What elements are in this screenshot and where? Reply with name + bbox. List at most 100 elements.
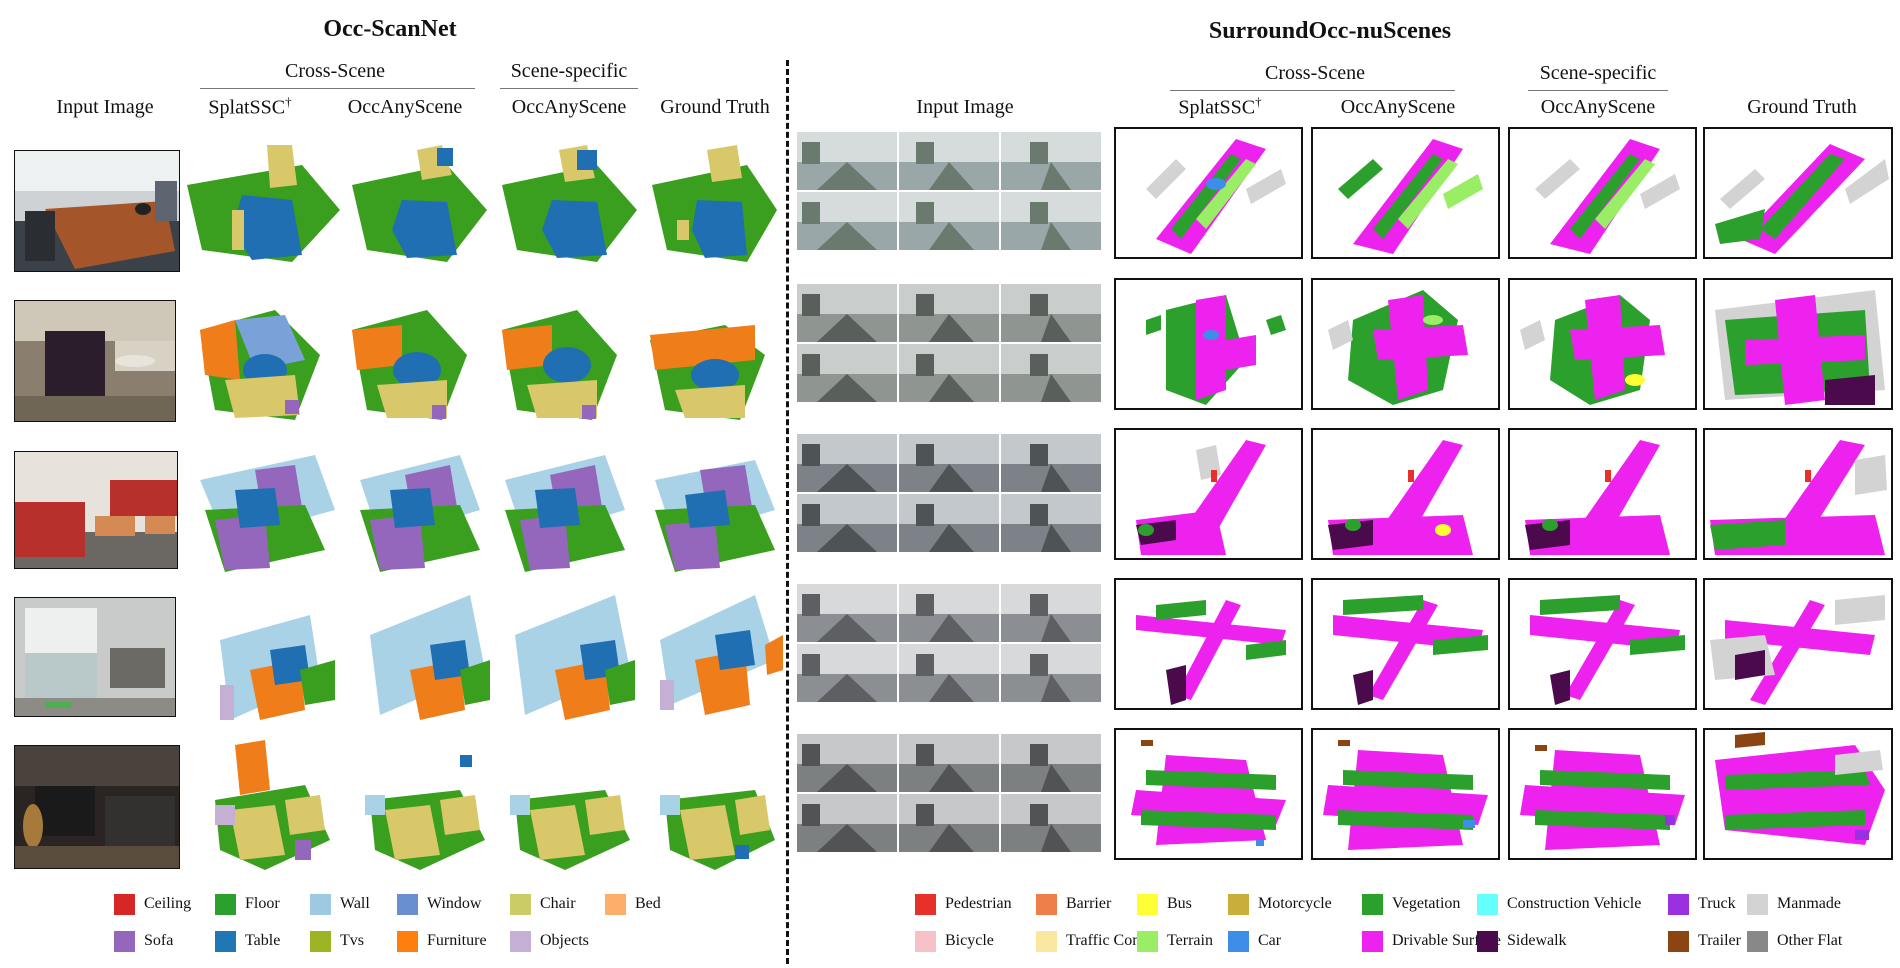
right-group-cross-scene: Cross-Scene — [1265, 62, 1365, 84]
nuscenes-legend-swatch — [1668, 930, 1689, 952]
scannet-legend-wall: Wall — [310, 892, 370, 916]
scannet-legend-swatch — [605, 893, 626, 915]
scannet-legend-label: Bed — [635, 895, 661, 912]
scannet-legend-label: Furniture — [427, 932, 487, 949]
nuscenes-row1-ground-truth — [1703, 127, 1893, 259]
scannet-legend-swatch — [114, 930, 135, 952]
scannet-row3-occany-specific — [495, 450, 635, 575]
scannet-legend-objects: Objects — [510, 929, 589, 953]
nuscenes-legend-label: Sidewalk — [1507, 932, 1567, 949]
scannet-legend-label: Objects — [540, 932, 589, 949]
section-divider — [786, 60, 789, 964]
scannet-row4-occany-specific — [505, 590, 640, 725]
right-col-input-image: Input Image — [916, 96, 1014, 118]
nuscenes-legend-label: Pedestrian — [945, 895, 1012, 912]
nuscenes-row4-occany-cross — [1311, 578, 1500, 710]
nuscenes-legend-bicycle: Bicycle — [915, 929, 994, 953]
nuscenes-legend-motorcycle: Motorcycle — [1228, 892, 1332, 916]
nuscenes-row4-occany-specific — [1508, 578, 1697, 710]
scannet-legend-swatch — [510, 930, 531, 952]
nuscenes-legend-swatch — [1036, 930, 1057, 952]
scannet-row4-splatssc — [210, 590, 340, 725]
scannet-input-image-5 — [14, 745, 180, 869]
nuscenes-input-image-3 — [797, 434, 1103, 552]
nuscenes-legend-swatch — [915, 930, 936, 952]
nuscenes-legend-label: Terrain — [1167, 932, 1213, 949]
right-cross-scene-rule — [1170, 90, 1455, 91]
nuscenes-input-image-4 — [797, 584, 1103, 702]
nuscenes-legend-sidewalk: Sidewalk — [1477, 929, 1567, 953]
nuscenes-legend-swatch — [1228, 930, 1249, 952]
camera-view — [899, 494, 999, 552]
nuscenes-legend-label: Vegetation — [1392, 895, 1461, 912]
scannet-legend-swatch — [215, 893, 236, 915]
camera-view — [1001, 434, 1101, 492]
nuscenes-legend-other-flat: Other Flat — [1747, 929, 1842, 953]
camera-view — [1001, 794, 1101, 852]
scannet-legend-tvs: Tvs — [310, 929, 364, 953]
camera-view — [1001, 284, 1101, 342]
nuscenes-legend-label: Trailer — [1698, 932, 1741, 949]
nuscenes-legend-drivable-surface: Drivable Surface — [1362, 929, 1501, 953]
nuscenes-row2-ground-truth — [1703, 278, 1893, 410]
nuscenes-legend-label: Other Flat — [1777, 932, 1843, 949]
scannet-legend-swatch — [397, 893, 418, 915]
left-group-cross-scene: Cross-Scene — [285, 60, 385, 82]
right-col-splatssc: SplatSSC† — [1160, 94, 1280, 120]
nuscenes-legend-label: Car — [1258, 932, 1282, 949]
right-col-occany-specific: OccAnyScene — [1540, 96, 1656, 118]
camera-view — [797, 494, 897, 552]
left-col-splatssc: SplatSSC† — [190, 94, 310, 120]
right-col-ground-truth: Ground Truth — [1747, 96, 1857, 118]
right-col-occany-cross: OccAnyScene — [1340, 96, 1456, 118]
scannet-row4-ground-truth — [655, 590, 785, 725]
nuscenes-legend-construction-vehicle: Construction Vehicle — [1477, 892, 1641, 916]
nuscenes-legend-swatch — [1747, 893, 1768, 915]
nuscenes-row3-occany-specific — [1508, 428, 1697, 560]
scannet-legend-swatch — [310, 930, 331, 952]
nuscenes-legend-terrain: Terrain — [1137, 929, 1213, 953]
camera-view — [899, 192, 999, 250]
scannet-row3-ground-truth — [645, 450, 780, 575]
scannet-legend-swatch — [510, 893, 531, 915]
nuscenes-legend-trailer: Trailer — [1668, 929, 1741, 953]
nuscenes-legend-truck: Truck — [1668, 892, 1736, 916]
nuscenes-legend-vegetation: Vegetation — [1362, 892, 1460, 916]
nuscenes-legend-pedestrian: Pedestrian — [915, 892, 1012, 916]
left-col-ground-truth: Ground Truth — [660, 96, 770, 118]
left-col-occany-cross: OccAnyScene — [347, 96, 463, 118]
camera-view — [1001, 584, 1101, 642]
nuscenes-row2-occany-specific — [1508, 278, 1697, 410]
scannet-legend-swatch — [215, 930, 236, 952]
nuscenes-legend-swatch — [1362, 930, 1383, 952]
scannet-input-image-1 — [14, 150, 180, 272]
nuscenes-row2-occany-cross — [1311, 278, 1500, 410]
nuscenes-legend-label: Drivable Surface — [1392, 932, 1501, 949]
camera-view — [899, 284, 999, 342]
scannet-row2-occany-cross — [347, 300, 472, 425]
scannet-legend-label: Chair — [540, 895, 576, 912]
nuscenes-row5-ground-truth — [1703, 728, 1893, 860]
nuscenes-input-image-1 — [797, 132, 1103, 250]
left-cross-scene-rule — [200, 88, 475, 89]
nuscenes-legend-label: Truck — [1698, 895, 1736, 912]
scannet-row1-occany-specific — [497, 140, 642, 270]
left-group-scene-specific: Scene-specific — [510, 60, 628, 82]
camera-view — [797, 434, 897, 492]
scannet-legend-label: Window — [427, 895, 482, 912]
scannet-row5-occany-specific — [505, 740, 635, 875]
scannet-legend-label: Table — [245, 932, 281, 949]
camera-view — [797, 734, 897, 792]
scannet-row3-occany-cross — [350, 450, 490, 575]
camera-view — [797, 644, 897, 702]
left-col-splatssc-dagger: † — [285, 94, 292, 109]
camera-view — [1001, 344, 1101, 402]
scannet-legend-label: Sofa — [144, 932, 174, 949]
nuscenes-row5-occany-specific — [1508, 728, 1697, 860]
nuscenes-legend-label: Bicycle — [945, 932, 994, 949]
camera-view — [1001, 494, 1101, 552]
nuscenes-input-image-2 — [797, 284, 1103, 402]
nuscenes-legend-swatch — [1036, 893, 1057, 915]
scannet-legend-swatch — [114, 893, 135, 915]
nuscenes-row1-occany-specific — [1508, 127, 1697, 259]
